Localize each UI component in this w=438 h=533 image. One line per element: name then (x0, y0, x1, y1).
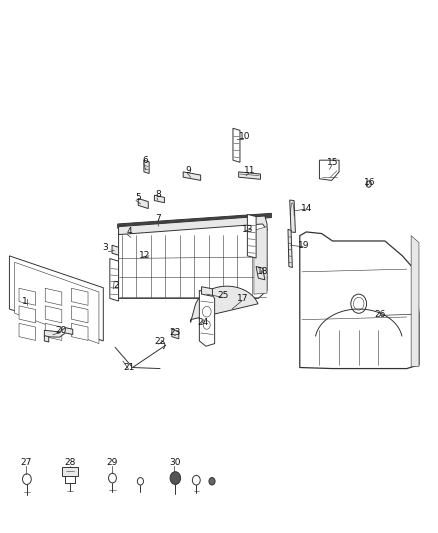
Circle shape (109, 473, 117, 483)
Text: 16: 16 (364, 178, 375, 187)
Polygon shape (256, 266, 265, 280)
Text: 4: 4 (127, 228, 132, 237)
Polygon shape (19, 306, 35, 323)
Text: 24: 24 (197, 318, 208, 327)
Polygon shape (71, 306, 88, 323)
Text: 18: 18 (257, 268, 268, 276)
Text: 20: 20 (55, 326, 67, 335)
Text: 28: 28 (64, 458, 75, 466)
Polygon shape (110, 259, 119, 301)
Polygon shape (138, 198, 148, 208)
Polygon shape (119, 221, 267, 298)
Polygon shape (290, 200, 295, 232)
Circle shape (209, 478, 215, 485)
Text: 13: 13 (242, 225, 253, 234)
Polygon shape (144, 160, 149, 173)
Text: 10: 10 (240, 132, 251, 141)
Text: 12: 12 (139, 252, 151, 260)
Polygon shape (300, 232, 419, 368)
Circle shape (366, 181, 371, 187)
Polygon shape (112, 245, 121, 256)
Text: 19: 19 (298, 241, 310, 250)
Polygon shape (45, 306, 62, 323)
Text: 5: 5 (135, 193, 141, 202)
Polygon shape (201, 287, 212, 296)
Text: 23: 23 (170, 328, 181, 337)
Text: 21: 21 (124, 363, 135, 372)
Polygon shape (172, 329, 179, 339)
Text: 3: 3 (102, 244, 108, 253)
Text: 26: 26 (375, 310, 386, 319)
Polygon shape (247, 214, 256, 258)
Text: 1: 1 (22, 296, 28, 305)
Text: 2: 2 (113, 280, 119, 289)
Polygon shape (71, 324, 88, 341)
Circle shape (203, 321, 210, 329)
Polygon shape (45, 288, 62, 305)
Text: 30: 30 (170, 458, 181, 466)
Circle shape (202, 306, 211, 317)
Polygon shape (62, 467, 78, 476)
Polygon shape (288, 229, 292, 268)
Polygon shape (411, 236, 419, 367)
Text: 11: 11 (244, 166, 255, 175)
Polygon shape (14, 262, 99, 344)
Polygon shape (154, 195, 164, 203)
Text: 22: 22 (155, 337, 166, 346)
Polygon shape (199, 290, 215, 346)
Text: 29: 29 (106, 458, 118, 466)
Polygon shape (44, 336, 49, 342)
Text: 8: 8 (155, 190, 161, 199)
Text: 27: 27 (20, 458, 32, 466)
Polygon shape (71, 288, 88, 305)
Text: 14: 14 (300, 204, 312, 213)
Polygon shape (119, 216, 267, 235)
Polygon shape (183, 172, 201, 180)
Text: 6: 6 (142, 156, 148, 165)
Polygon shape (239, 172, 261, 179)
Polygon shape (130, 233, 145, 241)
Text: 15: 15 (327, 158, 338, 167)
Text: 7: 7 (155, 214, 161, 223)
Circle shape (22, 474, 31, 484)
Polygon shape (254, 227, 267, 294)
Polygon shape (10, 256, 103, 341)
Circle shape (351, 294, 367, 313)
Circle shape (353, 297, 364, 310)
Polygon shape (118, 213, 272, 228)
Circle shape (138, 478, 144, 485)
Polygon shape (191, 286, 258, 322)
Text: 9: 9 (186, 166, 191, 175)
Circle shape (192, 475, 200, 485)
Circle shape (170, 472, 180, 484)
Polygon shape (233, 128, 240, 163)
Polygon shape (319, 160, 339, 180)
Polygon shape (19, 288, 35, 305)
Polygon shape (44, 328, 73, 337)
Text: 17: 17 (237, 294, 249, 303)
Polygon shape (45, 324, 62, 341)
Text: 25: 25 (218, 291, 229, 300)
Polygon shape (19, 324, 35, 341)
